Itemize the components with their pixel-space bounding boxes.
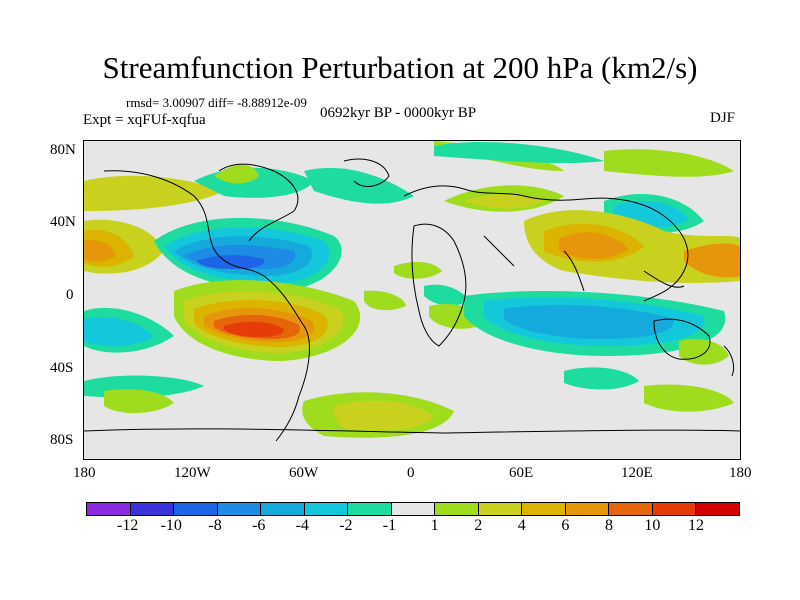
period-label: 0692kyr BP - 0000kyr BP bbox=[320, 105, 477, 121]
contour-negative-region bbox=[196, 255, 265, 269]
colorbar-tick-label: 2 bbox=[474, 517, 483, 534]
lon-label-180e: 180 bbox=[729, 465, 752, 481]
lat-label-40s: 40S bbox=[50, 360, 74, 376]
colorbar-tick-label: 10 bbox=[644, 517, 661, 534]
contour-negative-region bbox=[424, 284, 469, 306]
contour-negative-region bbox=[434, 141, 604, 164]
colorbar-tick-label: -8 bbox=[208, 517, 222, 534]
contour-negative-region bbox=[464, 193, 544, 209]
colorbar-tick-label: -12 bbox=[117, 517, 139, 534]
lon-label-180w: 180 bbox=[73, 465, 96, 481]
colorbar-swatch bbox=[696, 503, 739, 515]
colorbar-tick-label: 1 bbox=[430, 517, 439, 534]
contour-positive-region bbox=[679, 339, 729, 365]
contour-negative-region bbox=[84, 316, 154, 347]
colorbar-swatch bbox=[435, 503, 479, 515]
contour-positive-region bbox=[84, 240, 116, 262]
contour-positive-region bbox=[104, 389, 174, 414]
contour-positive-region bbox=[684, 243, 740, 278]
lon-label-60w: 60W bbox=[289, 465, 319, 481]
colorbar-swatch bbox=[652, 503, 697, 515]
contour-positive-region bbox=[559, 232, 629, 259]
colorbar-swatch bbox=[174, 503, 218, 515]
lon-label-0: 0 bbox=[407, 465, 415, 481]
lon-label-120w: 120W bbox=[174, 465, 211, 481]
lon-label-60e: 60E bbox=[509, 465, 534, 481]
contour-positive-region bbox=[214, 164, 259, 184]
stats-text: rmsd= 3.00907 diff= -8.88912e-09 bbox=[126, 95, 307, 110]
map-panel bbox=[83, 140, 741, 460]
colorbar-tick-label: 12 bbox=[688, 517, 704, 534]
colorbar-tick-label: 4 bbox=[517, 517, 526, 534]
contour-positive-region bbox=[364, 290, 406, 311]
lat-label-40n: 40N bbox=[50, 214, 76, 230]
contour-negative-region bbox=[564, 367, 639, 390]
colorbar-swatch bbox=[348, 503, 392, 515]
colorbar-swatch bbox=[391, 503, 436, 515]
colorbar-tick-label: 8 bbox=[605, 517, 613, 534]
colorbar-tick-label: -4 bbox=[295, 517, 309, 534]
contour-positive-region bbox=[644, 384, 734, 412]
experiment-label: Expt = xqFUf-xqfua bbox=[83, 112, 206, 128]
lat-label-0: 0 bbox=[66, 287, 74, 303]
map-title: Streamfunction Perturbation at 200 hPa (… bbox=[102, 50, 698, 85]
colorbar-tick-label: -10 bbox=[160, 517, 182, 534]
colorbar-tick-label: -6 bbox=[252, 517, 266, 534]
lon-label-120e: 120E bbox=[621, 465, 653, 481]
coastline-layer bbox=[84, 158, 740, 442]
colorbar-swatch bbox=[87, 503, 131, 515]
colorbar-swatch bbox=[609, 503, 653, 515]
colorbar-tick-label: -2 bbox=[339, 517, 353, 534]
lat-label-80n: 80N bbox=[50, 142, 76, 158]
streamfunction-map bbox=[84, 141, 740, 442]
colorbar bbox=[86, 502, 740, 516]
contour-positive-region bbox=[394, 261, 442, 279]
lat-label-80s: 80S bbox=[50, 432, 74, 448]
contour-positive-region bbox=[333, 400, 434, 431]
contour-negative-region bbox=[504, 304, 675, 339]
colorbar-swatch bbox=[130, 503, 175, 515]
season-label: DJF bbox=[710, 110, 736, 126]
colorbar-swatch bbox=[522, 503, 566, 515]
colorbar-swatch bbox=[565, 503, 610, 515]
colorbar-tick-label: -1 bbox=[382, 517, 397, 534]
contour-positive-region bbox=[84, 175, 224, 211]
contour-negative-region bbox=[304, 167, 414, 204]
colorbar-swatch bbox=[304, 503, 349, 515]
colorbar-swatch bbox=[217, 503, 262, 515]
colorbar-swatch bbox=[478, 503, 523, 515]
colorbar-swatch bbox=[261, 503, 305, 515]
colorbar-tick-label: 6 bbox=[561, 517, 570, 534]
contour-positive-region bbox=[604, 149, 734, 177]
contour-positive-region bbox=[224, 321, 284, 337]
